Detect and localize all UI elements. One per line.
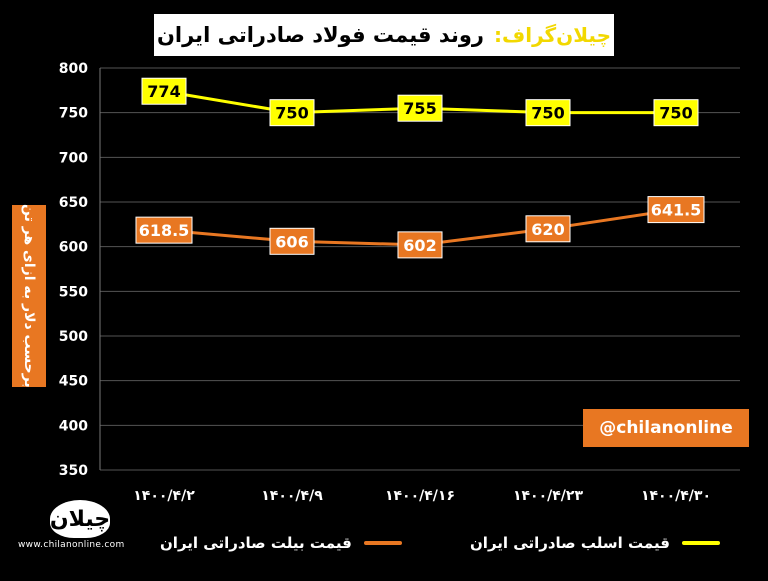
x-tick-label: ۱۴۰۰/۴/۲۳ bbox=[513, 488, 583, 504]
y-tick-label: 700 bbox=[59, 150, 88, 166]
chart-title-bar: چیلان‌گراف: روند قیمت فولاد صادراتی ایرا… bbox=[154, 14, 614, 56]
data-label-box bbox=[397, 94, 443, 122]
y-axis-label-box: برحسب دلار به ازای هر تن bbox=[12, 204, 46, 388]
legend-swatch-billet bbox=[363, 541, 402, 545]
data-label: 606 bbox=[275, 232, 308, 251]
data-label-box bbox=[135, 216, 193, 244]
x-tick-label: ۱۴۰۰/۴/۳۰ bbox=[641, 488, 711, 504]
chart-brand: چیلان‌گراف: bbox=[494, 23, 612, 47]
data-label: 750 bbox=[531, 104, 564, 123]
social-handle-badge: @chilanonline bbox=[583, 409, 749, 447]
data-label-box bbox=[525, 215, 571, 243]
y-tick-label: 400 bbox=[59, 418, 88, 434]
x-tick-label: ۱۴۰۰/۴/۲ bbox=[133, 488, 195, 504]
data-label-box bbox=[269, 227, 315, 255]
x-tick-label: ۱۴۰۰/۴/۱۶ bbox=[385, 488, 455, 504]
data-label: 618.5 bbox=[139, 221, 190, 240]
y-axis-label: برحسب دلار به ازای هر تن bbox=[21, 204, 37, 388]
y-tick-label: 750 bbox=[59, 106, 88, 122]
y-tick-label: 550 bbox=[59, 284, 88, 300]
legend-item-billet: قیمت بیلت صادراتی ایران bbox=[160, 528, 402, 558]
brand-logo: چیلان www.chilanonline.com bbox=[12, 500, 137, 558]
logo-mark-icon: چیلان bbox=[50, 500, 110, 538]
data-label: 602 bbox=[403, 236, 436, 255]
y-tick-label: 350 bbox=[59, 463, 88, 479]
data-label: 774 bbox=[147, 82, 180, 101]
legend-item-slab: قیمت اسلب صادراتی ایران bbox=[470, 528, 720, 558]
data-label-box bbox=[397, 231, 443, 259]
legend-swatch-slab bbox=[681, 541, 720, 545]
data-label: 755 bbox=[403, 99, 436, 118]
y-tick-label: 600 bbox=[59, 240, 88, 256]
x-tick-label: ۱۴۰۰/۴/۹ bbox=[261, 488, 323, 504]
data-label-box bbox=[269, 99, 315, 127]
data-label: 641.5 bbox=[651, 201, 702, 220]
data-label: 620 bbox=[531, 220, 564, 239]
chart-title: روند قیمت فولاد صادراتی ایران bbox=[157, 23, 485, 47]
data-label-box bbox=[647, 196, 705, 224]
legend-label-slab: قیمت اسلب صادراتی ایران bbox=[470, 534, 670, 552]
legend-label-billet: قیمت بیلت صادراتی ایران bbox=[160, 534, 352, 552]
y-tick-label: 650 bbox=[59, 195, 88, 211]
data-label-box bbox=[653, 99, 699, 127]
y-tick-label: 450 bbox=[59, 374, 88, 390]
logo-url: www.chilanonline.com bbox=[18, 540, 125, 550]
data-label-box bbox=[141, 77, 187, 105]
y-tick-label: 500 bbox=[59, 329, 88, 345]
data-label: 750 bbox=[659, 104, 692, 123]
y-tick-label: 800 bbox=[59, 61, 88, 77]
data-label: 750 bbox=[275, 104, 308, 123]
data-label-box bbox=[525, 99, 571, 127]
